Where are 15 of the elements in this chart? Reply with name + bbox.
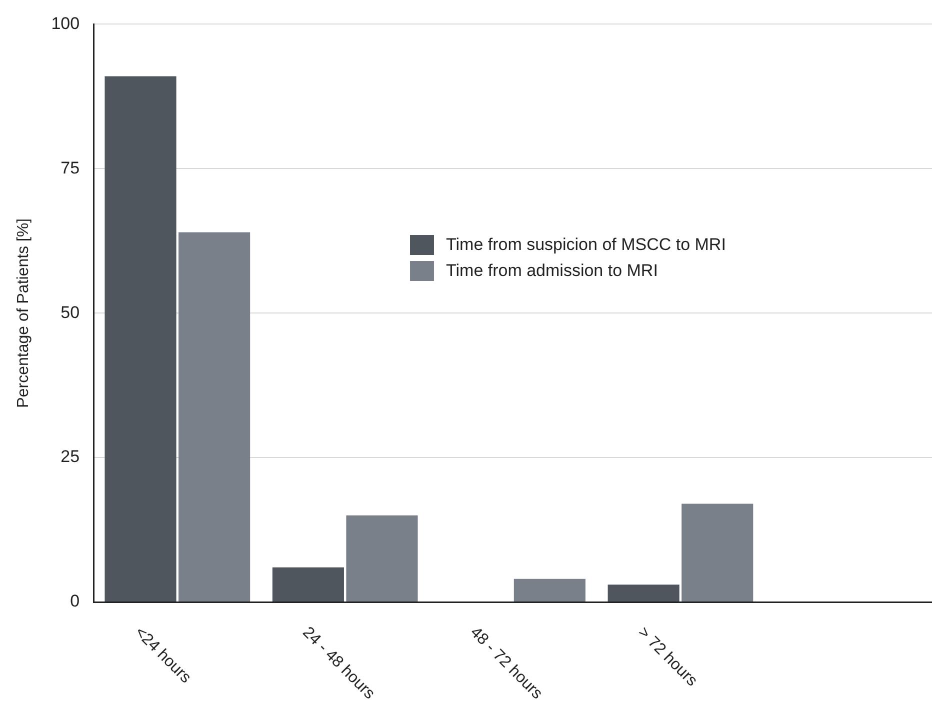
bar <box>272 567 344 602</box>
bar <box>104 76 176 602</box>
bar <box>514 578 586 602</box>
y-tick-label: 25 <box>60 447 80 466</box>
y-tick-label: 75 <box>60 158 80 178</box>
bar <box>346 515 418 602</box>
y-tick-label: 0 <box>70 592 80 611</box>
legend-label: Time from suspicion of MSCC to MRI <box>446 235 726 255</box>
bar <box>178 232 250 602</box>
y-tick-label: 50 <box>60 302 80 322</box>
y-axis-title: Percentage of Patients [%] <box>15 218 32 408</box>
legend-label: Time from admission to MRI <box>446 261 658 281</box>
bar <box>682 504 754 602</box>
y-tick-label: 100 <box>51 14 80 33</box>
bar <box>608 584 680 602</box>
